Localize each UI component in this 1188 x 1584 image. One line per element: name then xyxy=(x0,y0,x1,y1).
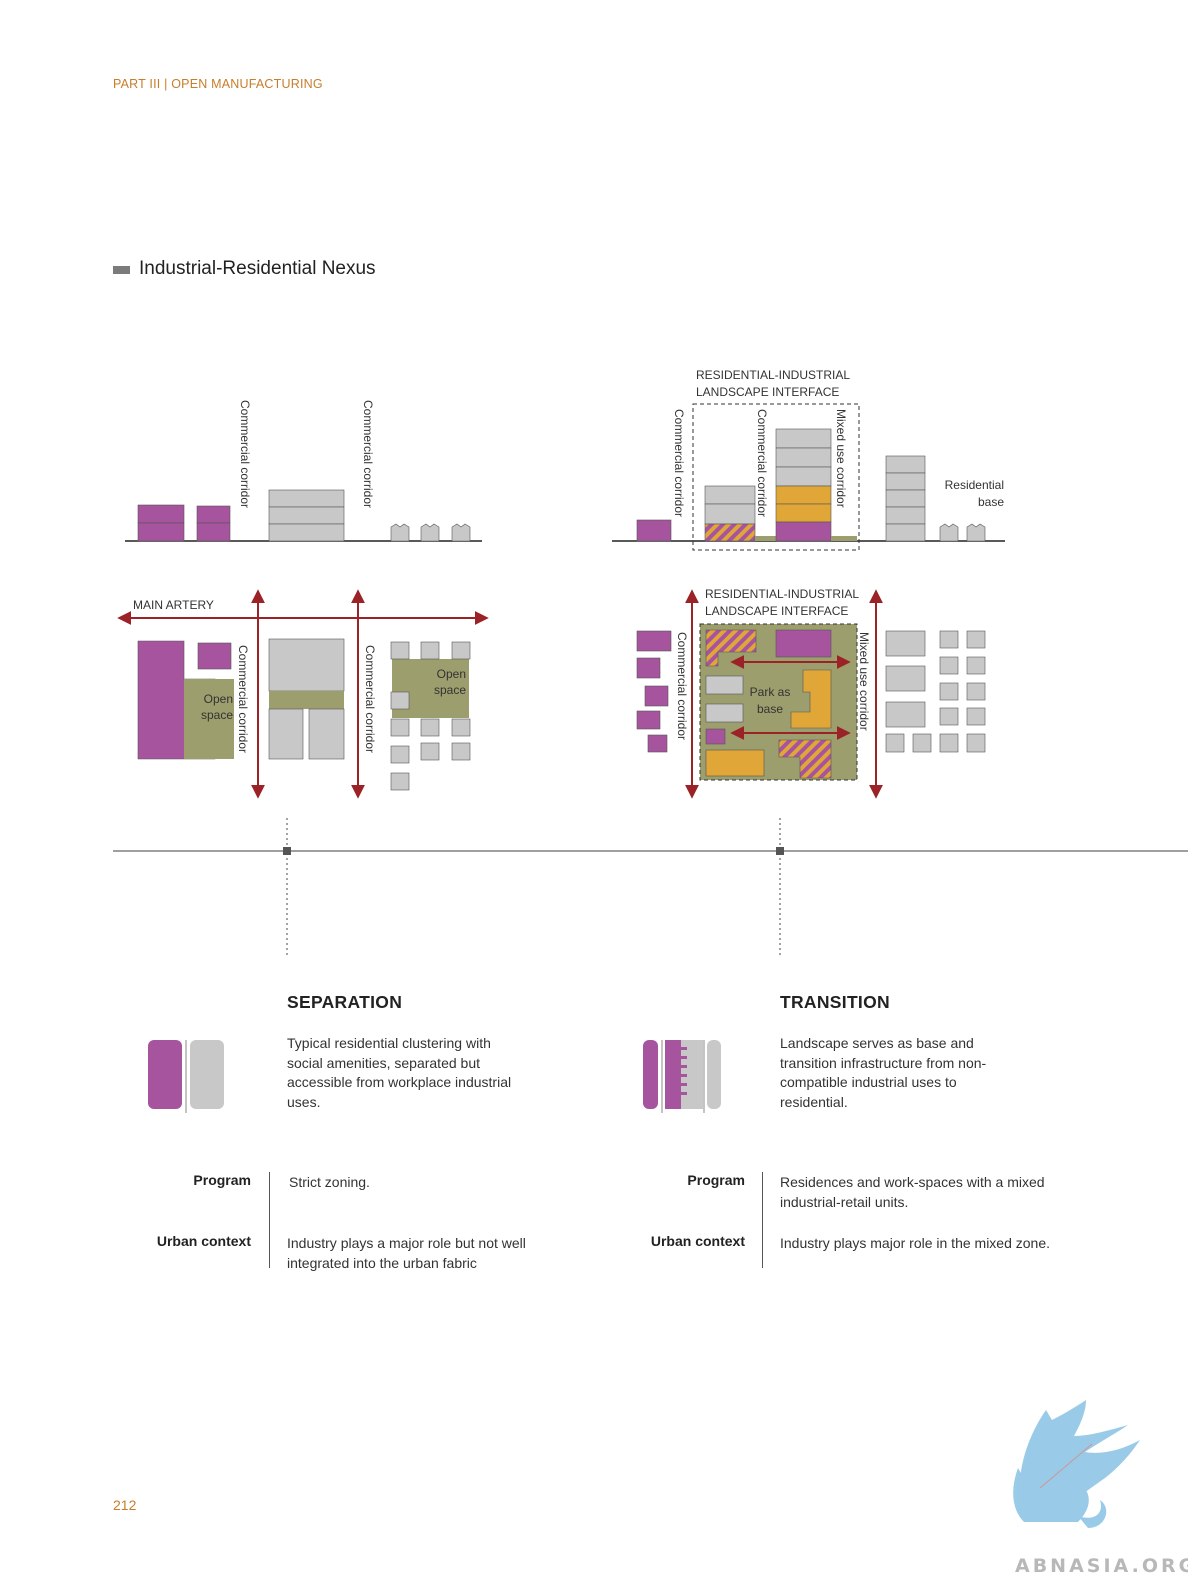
industrial-plot xyxy=(705,703,744,723)
timeline xyxy=(113,818,1188,958)
residential-block xyxy=(636,519,672,542)
residential-block xyxy=(196,505,231,524)
mixed-plot xyxy=(790,669,832,729)
industrial-block xyxy=(268,489,345,508)
section-corridor-label: Commercial corridor xyxy=(672,409,686,518)
mixed-hatch-plot xyxy=(705,629,757,667)
residential-tower xyxy=(885,455,926,542)
left-plan-diagram xyxy=(117,589,489,799)
separation-title: SEPARATION xyxy=(287,992,403,1012)
industrial-plot xyxy=(705,675,744,695)
plan-corridor-label: Commercial corridor xyxy=(236,645,250,754)
mixed-use-corridor-label: Mixed use corridor xyxy=(834,409,848,508)
plan-corridor-label: Commercial corridor xyxy=(363,645,377,754)
timeline-node xyxy=(776,847,784,855)
interface-dashed-box xyxy=(692,403,860,551)
section-title: Industrial-Residential Nexus xyxy=(139,258,376,279)
landscape-strip xyxy=(755,536,776,541)
transition-divider xyxy=(762,1172,763,1268)
separation-divider xyxy=(269,1172,270,1268)
separation-program-label: Program xyxy=(193,1172,251,1188)
green-strip xyxy=(269,691,344,709)
separation-context-label: Urban context xyxy=(156,1233,251,1249)
separation-context-value: Industry plays a major role but not well… xyxy=(287,1235,526,1271)
industrial-block xyxy=(268,506,345,525)
residential-block xyxy=(137,522,185,542)
mixed-hatch-plot xyxy=(778,739,832,779)
separation-program-value: Strict zoning. xyxy=(289,1174,370,1190)
residential-block xyxy=(137,504,185,524)
transition-icon xyxy=(643,1040,721,1113)
industrial-plot xyxy=(268,708,304,760)
plan-corridor-label: Commercial corridor xyxy=(675,632,689,741)
section-corridor-label: Commercial corridor xyxy=(238,400,252,509)
transition-context-label: Urban context xyxy=(650,1233,745,1249)
landscape-strip xyxy=(831,536,857,541)
transition-description: Landscape serves as base and transition … xyxy=(780,1035,987,1110)
open-space-label: Open space xyxy=(433,667,466,697)
header-breadcrumb: PART III | OPEN MANUFACTURING xyxy=(113,77,323,91)
house-icon xyxy=(966,523,986,542)
residential-plot xyxy=(775,629,832,658)
interface-label: RESIDENTIAL-INDUSTRIAL LANDSCAPE INTERFA… xyxy=(705,587,859,618)
house-icon xyxy=(451,523,471,542)
mixed-block xyxy=(775,503,832,523)
house-icon xyxy=(420,523,440,542)
park-label: Park as base xyxy=(749,685,791,716)
separation-icon xyxy=(148,1040,224,1113)
residential-cluster xyxy=(636,630,672,753)
transition-program-label: Program xyxy=(687,1172,745,1188)
section-corridor-label: Commercial corridor xyxy=(361,400,375,509)
industrial-block xyxy=(268,523,345,542)
residential-base-label: Residential base xyxy=(944,478,1004,509)
watermark-text: ABNASIA.ORG xyxy=(1015,1555,1188,1577)
timeline-node xyxy=(283,847,291,855)
section-corridor-label: Commercial corridor xyxy=(755,409,769,518)
mixed-plot xyxy=(705,749,765,777)
page-number: 212 xyxy=(113,1497,137,1513)
title-marker xyxy=(113,266,130,274)
open-space-label: Open space xyxy=(200,692,233,722)
transition-context-value: Industry plays major role in the mixed z… xyxy=(780,1235,1051,1251)
open-space-plot xyxy=(184,679,234,759)
mixed-block xyxy=(775,485,832,505)
transition-program-value: Residences and work-spaces with a mixed … xyxy=(780,1174,1045,1210)
industrial-plot xyxy=(268,638,345,692)
house-icon xyxy=(390,523,410,542)
residential-block xyxy=(196,522,231,542)
right-plan-diagram xyxy=(636,589,986,799)
watermark-logo xyxy=(1013,1400,1140,1528)
house-grid xyxy=(390,641,471,791)
main-artery-label: MAIN ARTERY xyxy=(133,598,214,612)
mixed-use-corridor-label: Mixed use corridor xyxy=(857,632,871,731)
right-section-diagram xyxy=(612,403,1005,551)
mixed-hatch-block xyxy=(704,523,756,542)
residential-plot xyxy=(705,728,726,745)
separation-description: Typical residential clustering with soci… xyxy=(287,1035,512,1110)
residential-plot xyxy=(197,642,232,670)
left-section-diagram xyxy=(125,489,482,542)
house-grid xyxy=(885,630,986,753)
industrial-block xyxy=(704,503,756,525)
industrial-plot xyxy=(308,708,345,760)
transition-title: TRANSITION xyxy=(780,992,890,1012)
industrial-block xyxy=(704,485,756,505)
interface-label: RESIDENTIAL-INDUSTRIAL LANDSCAPE INTERFA… xyxy=(696,368,850,399)
residential-block xyxy=(775,521,832,542)
house-icon xyxy=(939,523,959,542)
